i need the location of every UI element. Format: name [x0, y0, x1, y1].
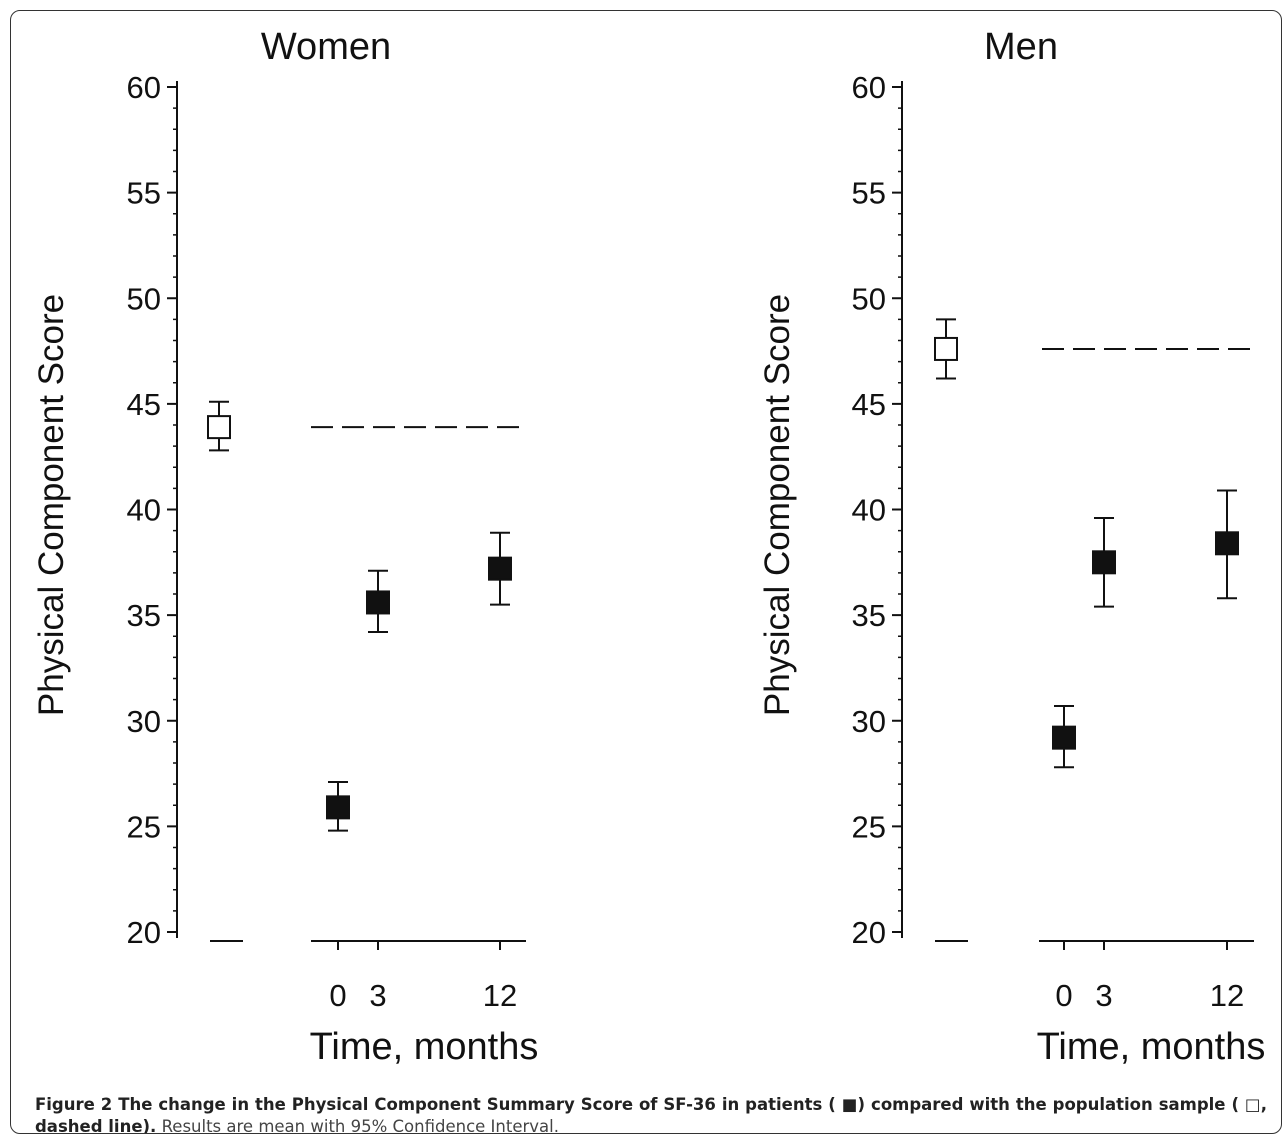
y-tick-label: 55 [127, 176, 161, 211]
y-tick-label: 55 [852, 176, 886, 211]
y-axis-label: Physical Component Score [32, 294, 71, 716]
figure-caption: Figure 2 The change in the Physical Comp… [35, 1094, 1267, 1134]
caption-lead: Figure 2 The change in the Physical Comp… [35, 1095, 1267, 1134]
y-tick-label: 20 [127, 915, 161, 950]
y-tick-label: 50 [852, 281, 886, 316]
chart-panel-women: Women 60 55 50 45 40 35 30 25 20 Physical Componen… [32, 26, 538, 1068]
y-tick-label: 45 [852, 387, 886, 422]
y-tick-label: 25 [127, 809, 161, 844]
data-point-patient [1092, 550, 1116, 575]
figure-frame: Women 60 55 50 45 40 35 30 25 20 Physical Componen… [10, 10, 1282, 1134]
y-axis-label: Physical Component Score [758, 294, 797, 716]
x-axis-label: Time, months [310, 1026, 539, 1068]
y-tick-label: 35 [127, 598, 161, 633]
y-tick-label: 60 [127, 70, 161, 105]
y-tick-label: 20 [852, 915, 886, 950]
y-tick-label: 50 [127, 281, 161, 316]
x-axis-label: Time, months [1037, 1026, 1266, 1068]
data-point-patient [1052, 725, 1076, 750]
y-tick-label: 35 [852, 598, 886, 633]
x-tick-label: 0 [329, 978, 346, 1013]
data-point-patient [366, 590, 390, 615]
y-tick-label: 40 [127, 493, 161, 528]
caption-tail: Results are mean with 95% Confidence Int… [161, 1117, 559, 1134]
y-tick-label: 25 [852, 809, 886, 844]
y-tick-label: 30 [852, 704, 886, 739]
x-tick-label: 12 [483, 978, 517, 1013]
x-tick-label: 3 [1095, 978, 1112, 1013]
chart-panel-men: Men 60 55 50 45 40 35 30 25 20 Physical Component … [758, 26, 1265, 1068]
y-tick-label: 30 [127, 704, 161, 739]
data-point-patient [1215, 531, 1239, 556]
data-point-patient [326, 795, 350, 820]
y-tick-label: 45 [127, 387, 161, 422]
x-tick-label: 12 [1210, 978, 1244, 1013]
data-point-patient [488, 556, 512, 581]
data-point-population [934, 336, 958, 361]
chart-title: Women [261, 26, 391, 68]
y-tick-label: 40 [852, 493, 886, 528]
y-tick-label: 60 [852, 70, 886, 105]
x-tick-label: 3 [369, 978, 386, 1013]
chart-title: Men [984, 26, 1058, 68]
x-tick-label: 0 [1055, 978, 1072, 1013]
data-point-population [207, 415, 231, 440]
